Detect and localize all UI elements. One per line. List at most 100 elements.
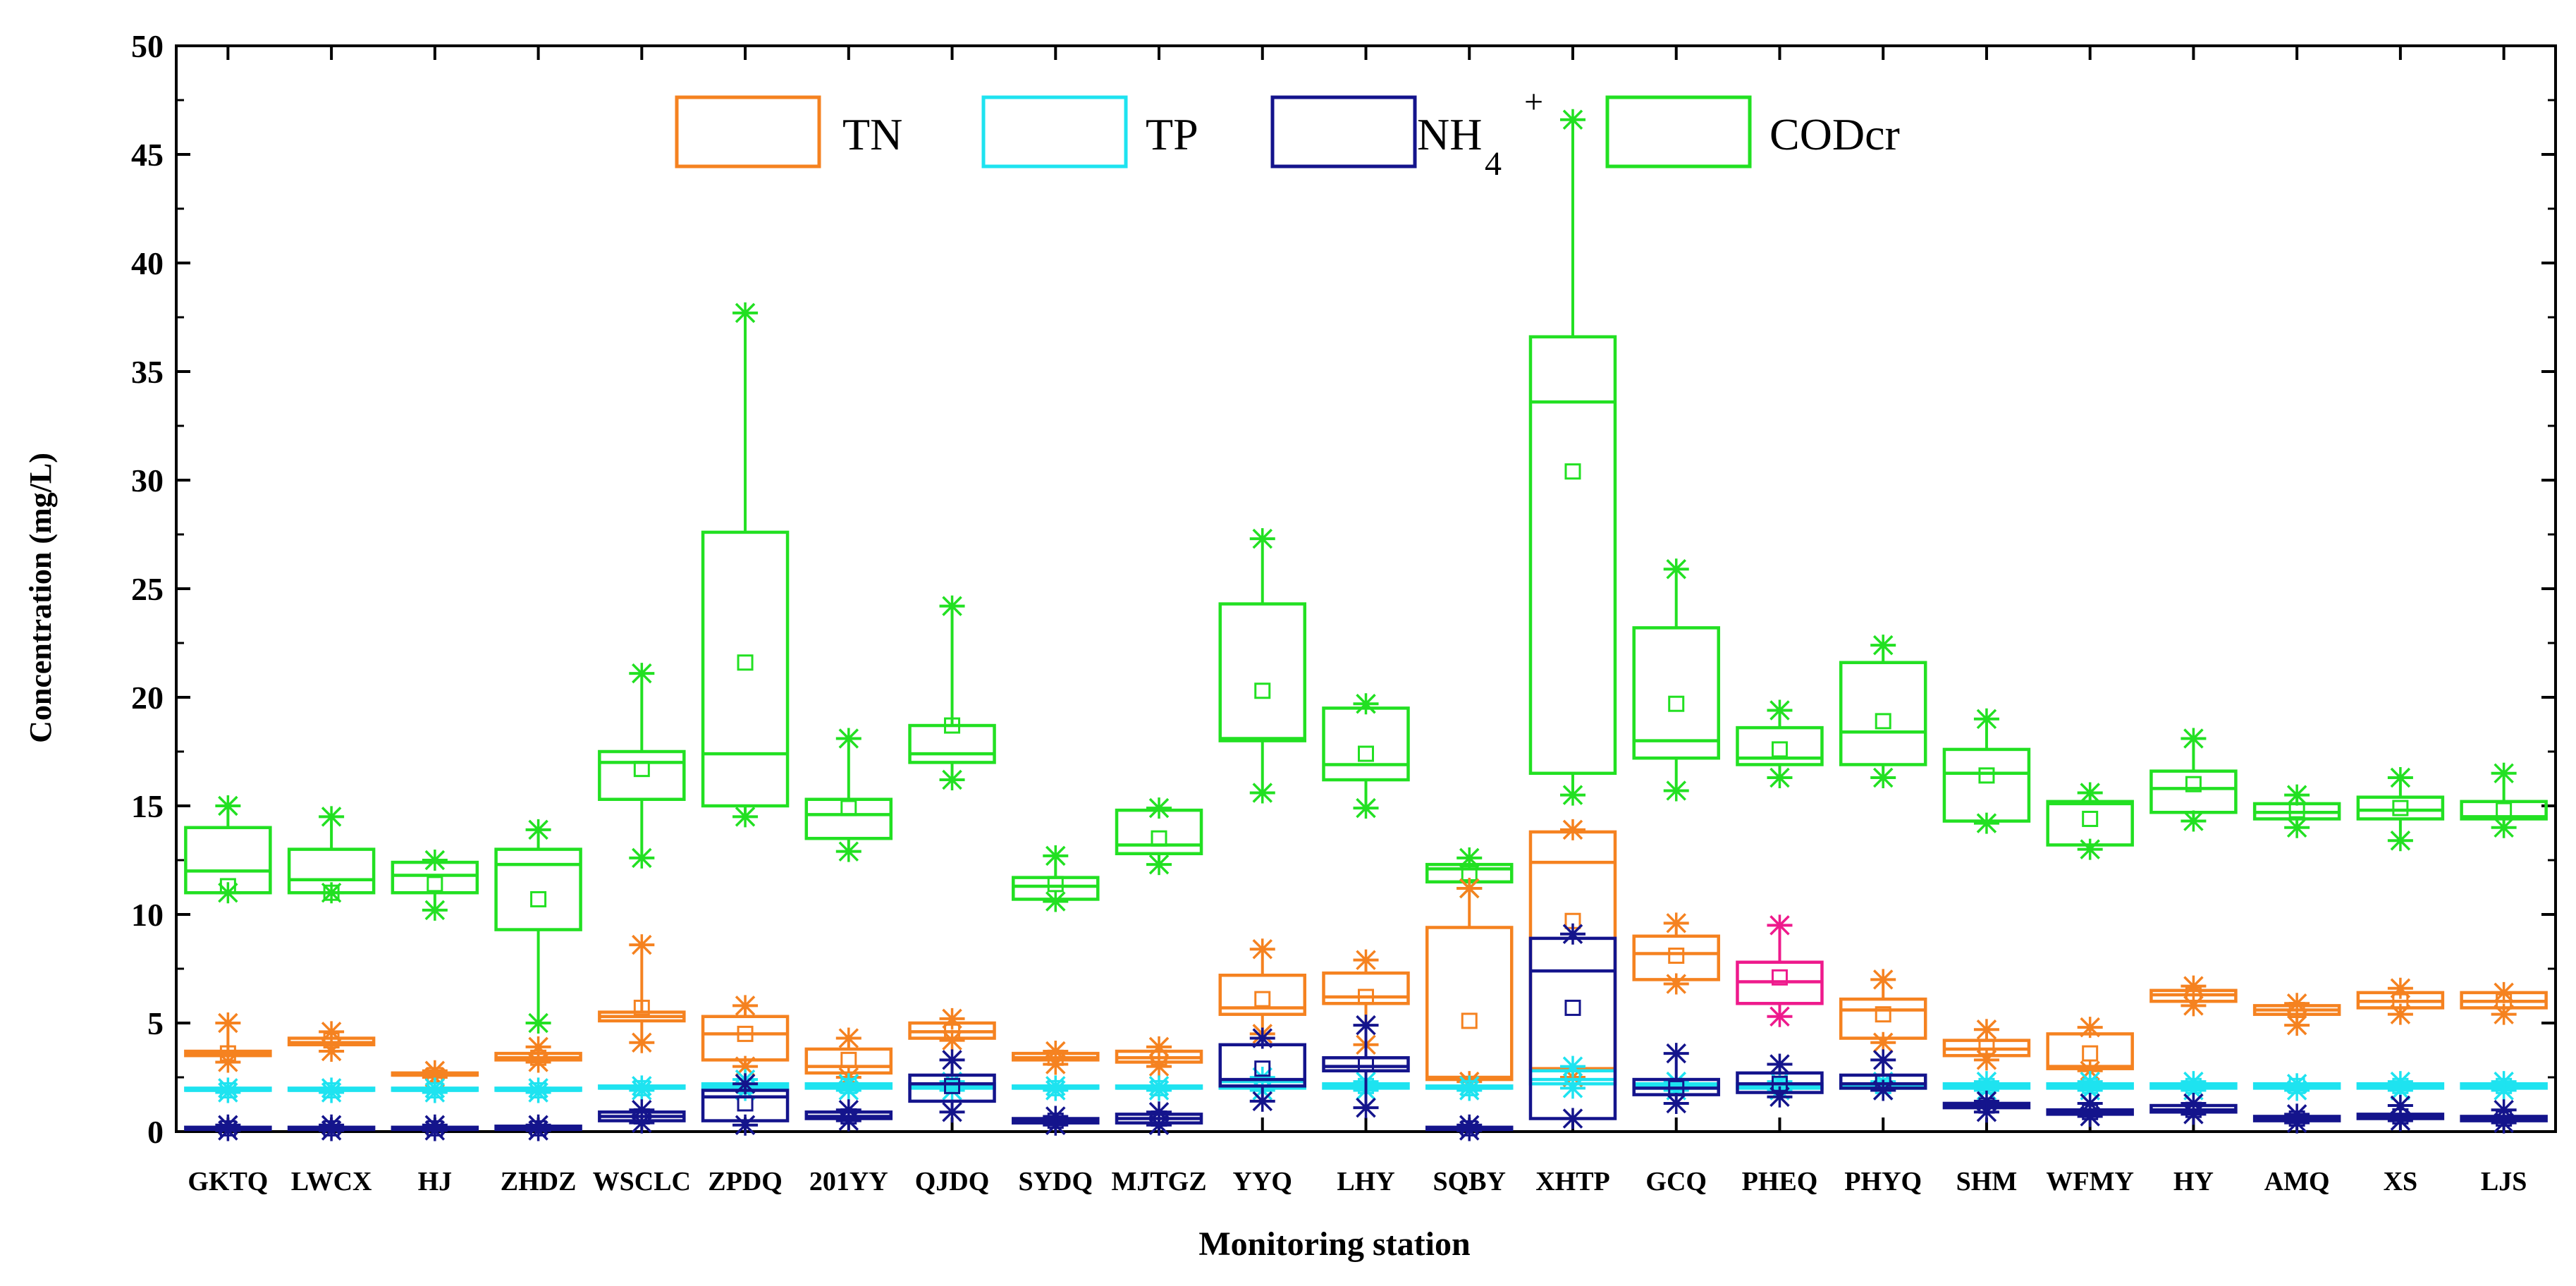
box-COD-QJDQ (908, 595, 996, 791)
max-marker (2286, 993, 2307, 1015)
max-marker (2183, 975, 2204, 997)
min-marker (1252, 1090, 1272, 1112)
box-COD-PHYQ (1839, 635, 1927, 788)
min-marker (632, 1079, 652, 1101)
box-TP-AMQ (2252, 1073, 2341, 1101)
box-COD-ZHDZ (494, 819, 582, 1034)
box-NH4-XHTP (1528, 923, 1617, 1129)
min-marker (1045, 1114, 1066, 1136)
min-marker (218, 882, 238, 904)
x-tick-label: LJS (2481, 1167, 2527, 1196)
mean-marker (1461, 1012, 1478, 1029)
box-body (1528, 335, 1617, 776)
min-marker (1148, 1055, 1170, 1077)
y-tick-label: 45 (131, 137, 164, 173)
mean-marker (1254, 682, 1271, 699)
box-body (1632, 934, 1720, 981)
box-body (908, 1073, 996, 1103)
max-marker (2494, 981, 2514, 1003)
max-marker (735, 302, 756, 324)
box-TP-MJTGZ (1115, 1075, 1203, 1101)
box-TN-SYDQ (1012, 1041, 1100, 1075)
box-NH4-XS (2356, 1095, 2445, 1132)
max-marker (1252, 528, 1272, 550)
max-marker (1976, 1019, 1997, 1041)
box-body (1942, 747, 2031, 823)
box-body (1425, 926, 1514, 1082)
min-marker (735, 1114, 756, 1136)
box-NH4-QJDQ (908, 1049, 996, 1123)
min-marker (2286, 816, 2307, 838)
legend: TN TP NH4 + CODcr (675, 83, 1900, 183)
box-body (2356, 795, 2445, 821)
x-tick-label: WFMY (2046, 1167, 2134, 1196)
box-body (701, 1015, 790, 1062)
min-marker (1356, 1097, 1376, 1119)
legend-swatch (1270, 95, 1417, 169)
x-axis: GKTQ LWCX HJ ZHDZ WSCLC ZPDQ 201YY QJDQ SYDQ MJTG… (188, 46, 2527, 1196)
box-TN-GKTQ (184, 1012, 272, 1073)
min-marker (2080, 838, 2100, 860)
legend-label: TN (842, 109, 902, 159)
mean-marker (633, 761, 650, 778)
box-series (184, 109, 2548, 1141)
min-marker (2390, 830, 2411, 852)
min-marker (424, 1082, 446, 1103)
mean-marker (2082, 1045, 2099, 1062)
box-body (804, 797, 893, 840)
box-TN-SQBY (1425, 878, 1514, 1093)
min-marker (528, 1051, 548, 1073)
box-TP-HJ (391, 1077, 479, 1103)
y-tick-label: 35 (131, 354, 164, 390)
min-marker (2494, 1112, 2514, 1134)
box-TN-XS (2356, 977, 2445, 1025)
min-marker (321, 882, 342, 904)
box-NH4-PHEQ (1736, 1053, 1824, 1108)
x-tick-label: GKTQ (188, 1167, 268, 1196)
min-marker (528, 1120, 548, 1141)
box-body (1218, 973, 1307, 1016)
max-marker (1872, 1049, 1894, 1071)
min-marker (2494, 816, 2514, 838)
legend-swatch (981, 95, 1128, 169)
x-tick-label: XHTP (1535, 1167, 1610, 1196)
box-NH4-HY (2149, 1092, 2238, 1125)
box-NH4-SQBY (1425, 1114, 1514, 1141)
box-TN-YYQ (1218, 938, 1307, 1045)
max-marker (632, 663, 652, 685)
box-TP-GKTQ (184, 1077, 272, 1103)
min-marker (1562, 1108, 1583, 1129)
max-marker (1872, 969, 1894, 991)
min-marker (1045, 1079, 1066, 1101)
x-axis-title: Monitoring station (1198, 1225, 1470, 1263)
min-marker (1459, 1120, 1480, 1141)
box-TP-SQBY (1425, 1075, 1514, 1101)
min-marker (218, 1082, 238, 1103)
max-marker (1770, 1053, 1790, 1075)
box-TP-201YY (804, 1073, 893, 1101)
mean-marker (1668, 948, 1685, 965)
series-NH4 (184, 923, 2548, 1141)
mean-marker (840, 800, 857, 816)
max-marker (424, 850, 446, 871)
box-COD-ZPDQ (701, 302, 790, 828)
y-axis: 0 5 10 15 20 25 30 35 40 45 50 (131, 28, 2556, 1150)
box-TP-LWCX (287, 1077, 376, 1103)
max-marker (1666, 558, 1686, 580)
series-COD (184, 109, 2548, 1034)
box-NH4-AMQ (2252, 1103, 2341, 1134)
min-marker (321, 1120, 342, 1141)
min-marker (1045, 890, 1066, 912)
min-marker (632, 1031, 652, 1053)
box-COD-AMQ (2252, 784, 2341, 838)
max-marker (2080, 782, 2100, 804)
min-marker (424, 899, 446, 921)
legend-label: TP (1146, 109, 1198, 159)
min-marker (321, 1041, 342, 1063)
mean-marker (737, 1025, 754, 1042)
box-COD-LJS (2460, 762, 2548, 838)
box-COD-HJ (391, 850, 479, 921)
box-NH4-YYQ (1218, 1027, 1307, 1112)
mean-marker (1254, 1060, 1271, 1077)
max-marker (528, 819, 548, 840)
